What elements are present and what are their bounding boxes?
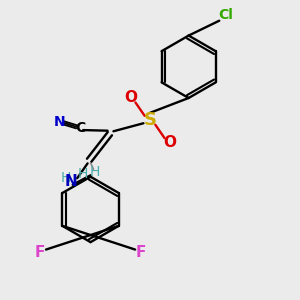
Text: O: O: [163, 135, 176, 150]
Text: Cl: Cl: [218, 8, 233, 22]
Text: N: N: [53, 115, 65, 129]
Text: S: S: [143, 111, 157, 129]
Text: H: H: [90, 165, 100, 179]
Text: H: H: [77, 167, 88, 181]
Text: N: N: [65, 174, 78, 189]
Text: H: H: [61, 171, 71, 185]
Text: F: F: [136, 245, 146, 260]
Text: F: F: [35, 245, 45, 260]
Text: C: C: [75, 121, 85, 135]
Text: O: O: [124, 91, 137, 106]
